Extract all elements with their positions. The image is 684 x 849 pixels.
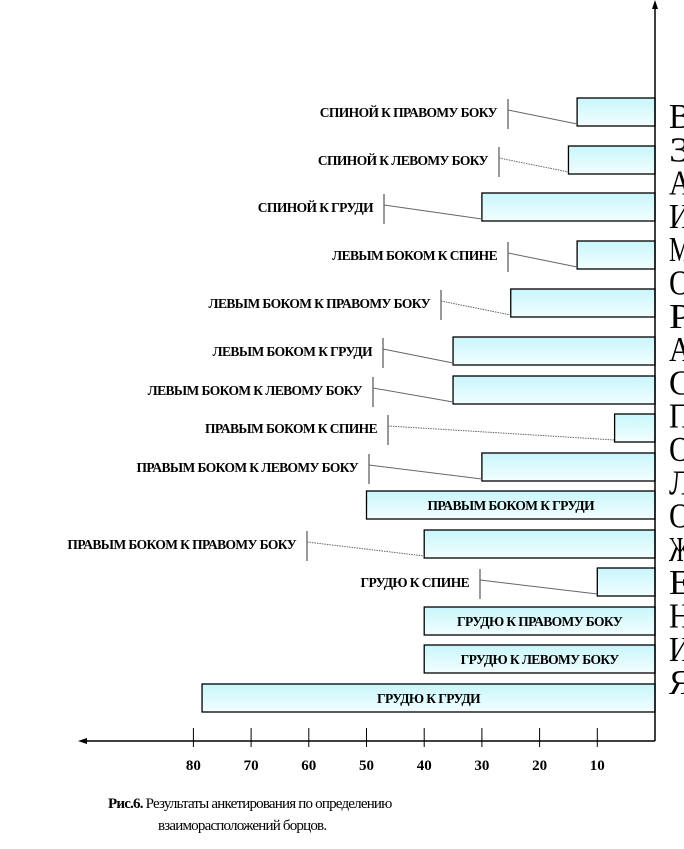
bar [596, 567, 656, 597]
x-tick-label: 20 [532, 758, 547, 774]
bar-label: ПРАВЫМ БОКОМ К ПРАВОМУ БОКУ [67, 537, 296, 552]
label-connector [372, 387, 454, 403]
label-connector [368, 464, 482, 480]
bar-label: ГРУДЮ К ГРУДИ [377, 691, 481, 706]
x-tick-label: 30 [474, 758, 489, 774]
x-tick-label: 60 [301, 758, 316, 774]
caption-line2: взаиморасположений борцов. [158, 818, 326, 834]
y-axis-arrow [652, 0, 658, 9]
label-connector [306, 541, 425, 557]
x-tick-label: 50 [359, 758, 374, 774]
label-connector [507, 252, 578, 268]
bar [510, 288, 656, 318]
bar [423, 529, 656, 559]
bar-label: ПРАВЫМ БОКОМ К СПИНЕ [205, 421, 378, 436]
bar [201, 683, 656, 713]
bar-label: ГРУДЮ К ПРАВОМУ БОКУ [457, 614, 623, 629]
caption-line1: Результаты анкетирования по определению [143, 796, 392, 812]
bar-label: ГРУДЮ К ЛЕВОМУ БОКУ [461, 652, 620, 667]
bar [481, 452, 656, 482]
figure-caption: Рис.6. Результаты анкетирования по опред… [108, 796, 392, 812]
label-connector [383, 204, 482, 220]
label-connector [387, 425, 615, 441]
label-connector [507, 109, 578, 125]
bar [613, 413, 656, 443]
bar [576, 240, 656, 270]
bar-label: ЛЕВЫМ БОКОМ К ПРАВОМУ БОКУ [209, 296, 431, 311]
label-connector [479, 579, 598, 595]
label-connector [498, 157, 569, 173]
x-tick-label: 10 [590, 758, 605, 774]
x-axis-arrow [78, 738, 87, 744]
bar-label: ЛЕВЫМ БОКОМ К СПИНЕ [332, 248, 497, 263]
bar [452, 375, 656, 405]
bar [567, 145, 656, 175]
bar-label: СПИНОЙ К ЛЕВОМУ БОКУ [318, 153, 489, 168]
bar [576, 97, 656, 127]
label-connector [440, 300, 511, 316]
x-tick-label: 70 [244, 758, 259, 774]
bar-label: СПИНОЙ К ГРУДИ [258, 200, 374, 215]
bar-label: СПИНОЙ К ПРАВОМУ БОКУ [320, 105, 498, 120]
bar-label: ПРАВЫМ БОКОМ К ГРУДИ [427, 498, 595, 513]
bar [481, 192, 656, 222]
x-tick-label: 40 [417, 758, 432, 774]
x-tick-label: 80 [186, 758, 201, 774]
bar-label: ЛЕВЫМ БОКОМ К ГРУДИ [213, 344, 374, 359]
caption-prefix: Рис.6. [108, 796, 144, 812]
bar [452, 336, 656, 366]
bar [423, 606, 656, 636]
label-connector [382, 348, 454, 364]
bar-label: ГРУДЮ К СПИНЕ [360, 575, 469, 590]
bar-label: ПРАВЫМ БОКОМ К ЛЕВОМУ БОКУ [137, 460, 359, 475]
bar-label: ЛЕВЫМ БОКОМ К ЛЕВОМУ БОКУ [148, 383, 363, 398]
